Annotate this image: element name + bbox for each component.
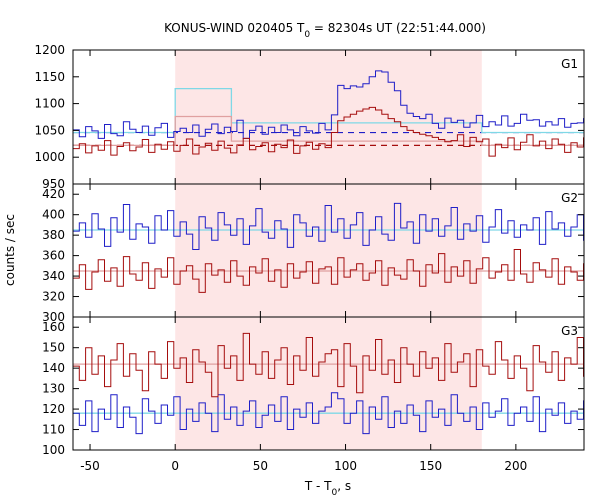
y-tick-label: 400	[42, 208, 65, 222]
y-tick-label: 340	[42, 269, 65, 283]
chart-title: KONUS-WIND 020405 T0 = 82304s UT (22:51:…	[164, 21, 486, 40]
shaded-interval	[175, 184, 482, 317]
x-tick-label: 150	[419, 459, 442, 473]
x-tick-label: 100	[334, 459, 357, 473]
panel-plot-area	[73, 202, 584, 293]
y-tick-label: 320	[42, 290, 65, 304]
x-tick-label: 200	[504, 459, 527, 473]
x-tick-label: 0	[171, 459, 179, 473]
y-tick-label: 360	[42, 249, 65, 263]
panel-label: G1	[561, 57, 578, 71]
y-tick-label: 1050	[34, 123, 65, 137]
y-tick-label: 1100	[34, 97, 65, 111]
y-axis-label: counts / sec	[3, 214, 17, 286]
fit-line-fit_red	[73, 115, 584, 147]
y-tick-label: 300	[42, 310, 65, 324]
x-axis-label-main: T - T	[304, 479, 332, 493]
chart-title-subscript: 0	[304, 30, 310, 40]
x-axis-label: T - T0, s	[304, 479, 351, 498]
y-tick-label: 110	[42, 423, 65, 437]
panel-label: G2	[561, 191, 578, 205]
panel-g1: 950 1000 1050 1100 1150 1200 G1	[34, 43, 585, 191]
series-red-step-line	[73, 106, 584, 157]
panel-frame	[72, 316, 585, 451]
panel-g3: 100 110 120 130 140 150 160 G3	[42, 316, 585, 457]
y-tick-label: 140	[42, 361, 65, 375]
y-tick-label: 150	[42, 341, 65, 355]
x-tick-label: 50	[253, 459, 268, 473]
panel-plot-area	[73, 332, 584, 435]
y-tick-label: 130	[42, 382, 65, 396]
series-red-step-line	[73, 249, 584, 293]
chart-title-rest: = 82304s UT (22:51:44.000)	[310, 21, 486, 35]
series-blue-step-line	[73, 392, 584, 435]
y-tick-label: 160	[42, 320, 65, 334]
y-tick-label: 1000	[34, 150, 65, 164]
panels-layer: 950 1000 1050 1100 1150 1200 G1 300 320 340 360 380…	[34, 43, 585, 457]
y-tick-label: 420	[42, 187, 65, 201]
y-tick-label: 100	[42, 443, 65, 457]
y-tick-label: 380	[42, 228, 65, 242]
x-axis-label-subscript: 0	[332, 488, 338, 498]
series-red-step-line	[73, 332, 584, 398]
panel-g2: 300 320 340 360 380 400 420 G2	[42, 183, 585, 324]
panel-plot-area	[73, 70, 584, 157]
panel-label: G3	[561, 324, 578, 338]
series-blue-step-line	[73, 202, 584, 250]
chart-title-main: KONUS-WIND 020405 T	[164, 21, 305, 35]
series-blue-step-line	[73, 70, 584, 139]
y-tick-label: 120	[42, 402, 65, 416]
y-tick-label: 1150	[34, 70, 65, 84]
y-tick-label: 1200	[34, 43, 65, 57]
shaded-interval	[175, 317, 482, 450]
y-tick-label: 950	[42, 177, 65, 191]
x-tick-label: -50	[80, 459, 100, 473]
x-axis: -50 0 50 100 150 200	[80, 459, 527, 473]
x-axis-label-rest: , s	[337, 479, 351, 493]
